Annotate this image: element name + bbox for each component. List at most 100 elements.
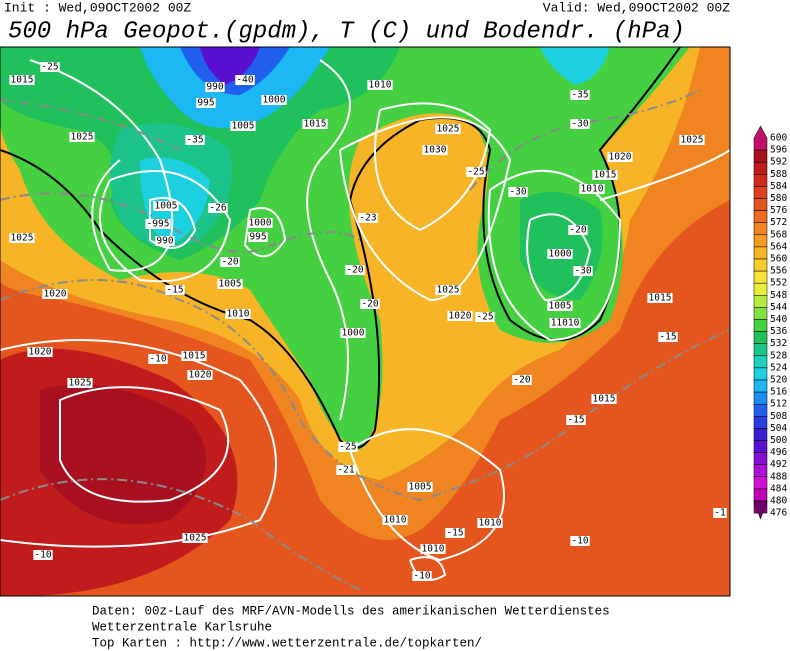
colorbar-label: 548 <box>770 290 787 301</box>
contour-label: 1000 <box>263 95 286 106</box>
contour-label-box <box>358 213 378 223</box>
contour-label: 1005 <box>219 279 242 290</box>
contour-label-box <box>570 90 590 100</box>
contour-label: 1010 <box>581 184 604 195</box>
contour-label: 990 <box>206 82 223 93</box>
contour-label-box <box>592 170 618 180</box>
colorbar-swatch <box>753 464 768 478</box>
contour-label: 1025 <box>437 124 460 135</box>
colorbar-swatch <box>753 367 768 381</box>
contour-label: -15 <box>567 415 584 426</box>
contour-label-box <box>208 203 228 213</box>
contour-label: 1000 <box>342 328 365 339</box>
contour-label: -35 <box>186 135 203 146</box>
colorbar-swatch <box>753 234 768 248</box>
colorbar-label: 524 <box>770 362 787 373</box>
contour-label: -30 <box>509 187 526 198</box>
colorbar-swatch <box>753 246 768 260</box>
contour-label: -15 <box>166 285 183 296</box>
contour-label: 1025 <box>437 285 460 296</box>
map-area: 1015 -25 1025 995 990 -40 1000 1005 -35 1010 1015 1… <box>0 47 730 596</box>
contour-label: 1025 <box>184 533 207 544</box>
colorbar-label: 580 <box>770 193 787 204</box>
contour-label-box <box>466 167 486 177</box>
contour-label-box <box>248 232 268 242</box>
contour-label-box <box>566 415 586 425</box>
contour-label-box <box>382 515 408 525</box>
contour-label-box <box>9 233 35 243</box>
map-frame <box>0 46 731 597</box>
contour-label-box <box>155 236 175 246</box>
contour-label: 1015 <box>649 293 672 304</box>
contour-label: -20 <box>361 299 378 310</box>
colorbar-swatch <box>753 198 768 211</box>
colorbar-label: 596 <box>770 145 787 156</box>
contour-label-box <box>165 285 185 295</box>
contour-label: 1015 <box>594 170 617 181</box>
contour-label: -10 <box>413 571 430 582</box>
contour-label-box <box>447 311 473 321</box>
contour-label-box <box>647 293 673 303</box>
contour-label-box <box>187 370 213 380</box>
colorbar-swatch <box>753 295 768 308</box>
contour-label: -20 <box>346 265 363 276</box>
contour-label: 1020 <box>449 311 472 322</box>
colorbar-label: 544 <box>770 302 787 313</box>
contour-label-box <box>549 318 581 328</box>
contour-label-box <box>340 328 366 338</box>
colorbar-swatch <box>753 125 768 151</box>
colorbar-label: 488 <box>770 471 787 482</box>
contour-label: -25 <box>467 167 484 178</box>
contour-label: 1000 <box>249 218 272 229</box>
contour-label-box <box>69 132 95 142</box>
contour-label-box <box>33 550 53 560</box>
contour-label-box <box>679 135 705 145</box>
colorbar-label: 576 <box>770 205 787 216</box>
footer-line: Top Karten : http://www.wetterzentrale.d… <box>92 636 482 650</box>
contour-label-box <box>591 394 617 404</box>
footer: Daten: 00z-Lauf des MRF/AVN-Modells des … <box>92 604 610 650</box>
contour-label-box <box>477 518 503 528</box>
contour-label-box <box>445 528 465 538</box>
contour-label: -10 <box>571 536 588 547</box>
contour-label-box <box>220 257 240 267</box>
contour-label-box <box>345 265 365 275</box>
contour-label-box <box>148 354 168 364</box>
colorbar-swatch <box>753 355 768 369</box>
contour-label: -10 <box>149 354 166 365</box>
contour-label-box <box>230 121 256 131</box>
contour-label: 1025 <box>69 378 92 389</box>
contour-label: 1000 <box>549 249 572 260</box>
contour-label-box <box>422 145 448 155</box>
contour-label-box <box>217 279 243 289</box>
colorbar-label: 540 <box>770 314 787 325</box>
colorbar-swatch <box>753 428 768 441</box>
colorbar-swatch <box>753 258 768 272</box>
colorbar-label: 600 <box>770 133 787 144</box>
contour-label-box <box>367 80 393 90</box>
contour-label-box <box>42 289 68 299</box>
contour-label: 1015 <box>304 119 327 130</box>
contour-label: 1020 <box>44 289 67 300</box>
colorbar-label: 560 <box>770 254 787 265</box>
contour-label-box <box>512 375 532 385</box>
colorbar-swatch <box>753 282 768 296</box>
colorbar-swatch <box>753 452 768 465</box>
contour-label: 1005 <box>409 482 432 493</box>
colorbar: 6005965925885845805765725685645605565525… <box>753 125 787 520</box>
colorbar-swatch <box>753 210 768 223</box>
colorbar-label: 516 <box>770 387 787 398</box>
contour-label-box <box>27 347 53 357</box>
contour-label: 1025 <box>11 233 34 244</box>
contour-label-box <box>205 82 225 92</box>
colorbar-label: 572 <box>770 217 787 228</box>
contour-label: 1015 <box>11 75 34 86</box>
colorbar-label: 528 <box>770 350 787 361</box>
colorbar-swatch <box>753 488 768 502</box>
contour-label-box <box>181 351 207 361</box>
colorbar-swatch <box>753 379 768 393</box>
contour-label: -15 <box>659 332 676 343</box>
contour-label: 1015 <box>183 351 206 362</box>
contour-label-box <box>547 249 573 259</box>
colorbar-label: 552 <box>770 278 787 289</box>
